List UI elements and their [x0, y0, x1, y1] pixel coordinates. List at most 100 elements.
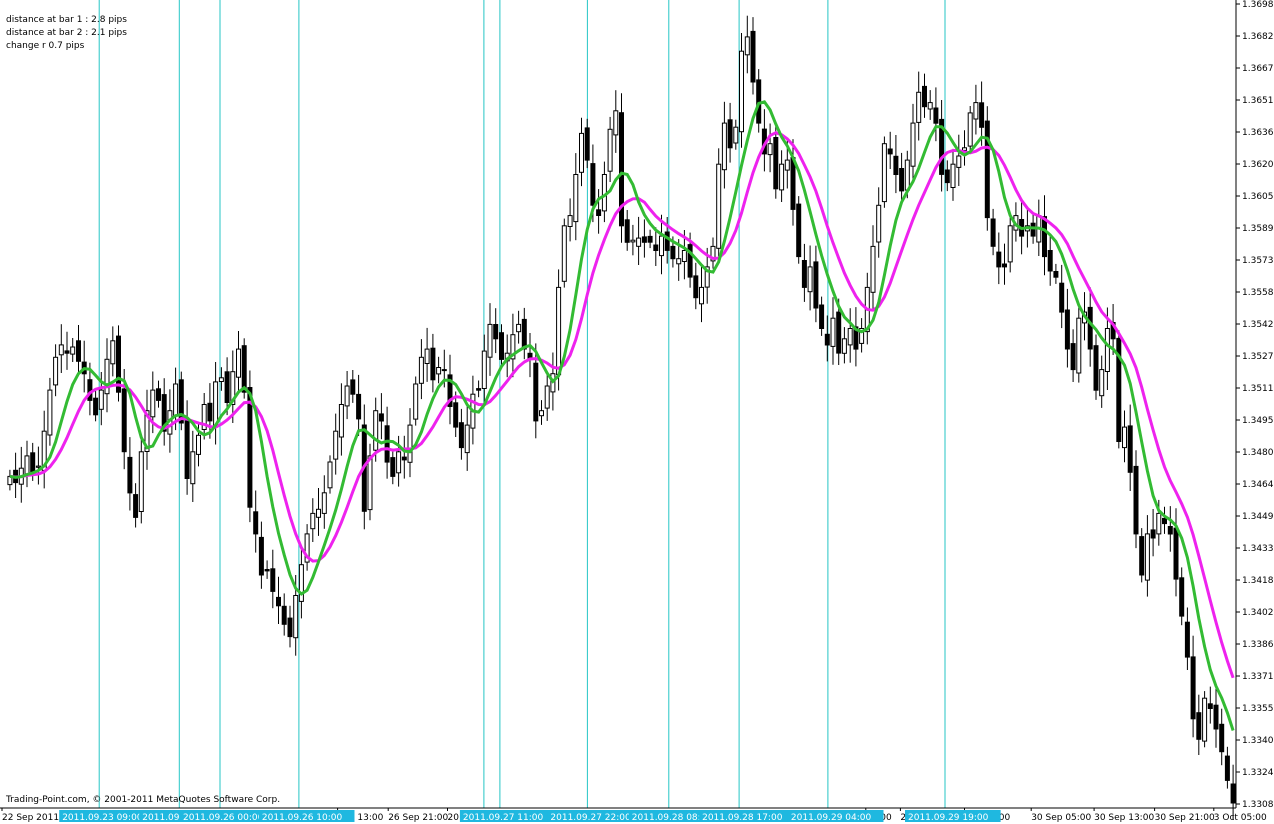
price-tick-label: 1.34020 [1242, 608, 1274, 618]
bull-candle-body [710, 245, 716, 262]
candle [144, 389, 150, 470]
price-tick-label: 1.36205 [1242, 160, 1274, 170]
candle [1093, 334, 1099, 400]
candle [819, 296, 825, 336]
bull-candle-body [784, 159, 790, 171]
bear-candle-body [1150, 529, 1156, 539]
candle [939, 100, 945, 192]
candle [436, 356, 442, 384]
price-tick-label: 1.33710 [1242, 672, 1274, 682]
bear-candle-body [801, 260, 807, 288]
price-axis: 1.36980 1.36825 1.36670 1.36515 1.36360 1.362… [1236, 0, 1274, 810]
bull-candle-body [579, 132, 584, 173]
candle [47, 377, 53, 446]
bull-candle-body [436, 367, 442, 375]
bull-candle-body [1007, 225, 1013, 263]
bull-candle-body [138, 451, 144, 512]
bull-candle-body [173, 383, 179, 417]
vertical-line-label: 2011.09. [142, 813, 182, 823]
candle [401, 435, 407, 479]
bull-candle-body [561, 225, 567, 282]
bear-candle-body [133, 494, 139, 518]
bear-candle-body [773, 137, 779, 190]
bull-candle-body [973, 102, 979, 120]
bear-candle-body [378, 413, 384, 422]
bull-candle-body [910, 122, 916, 167]
bull-candle-body [338, 404, 344, 438]
bull-candle-body [327, 461, 333, 489]
bear-candle-body [1127, 425, 1133, 473]
bull-candle-body [1099, 369, 1105, 397]
time-tick-label: 26 Sep 21:00 [388, 813, 448, 823]
bear-candle-body [1087, 306, 1093, 350]
candle [624, 210, 630, 251]
bear-candle-body [1190, 656, 1196, 720]
candle [944, 160, 950, 192]
bear-candle-body [521, 318, 527, 350]
candle [487, 303, 493, 376]
candle [916, 71, 922, 141]
bull-candle-body [35, 465, 41, 468]
bull-candle-body [539, 410, 544, 417]
bull-candle-body [950, 163, 956, 188]
candle [659, 214, 664, 275]
candle [573, 153, 579, 241]
candle [224, 357, 230, 416]
bear-candle-body [944, 169, 950, 184]
candle [990, 208, 996, 256]
bear-candle-body [1002, 263, 1007, 268]
candle [1230, 764, 1236, 820]
candle [156, 380, 161, 408]
candle [350, 370, 356, 403]
bear-candle-body [693, 275, 699, 299]
candle [636, 216, 642, 265]
candle [979, 81, 985, 146]
copyright-text: Trading-Point.com, © 2001-2011 MetaQuote… [5, 795, 280, 805]
bear-candle-body [641, 236, 647, 243]
bear-candle-body [178, 379, 184, 424]
bull-candle-body [424, 348, 430, 365]
candle [310, 498, 316, 542]
candle [950, 148, 956, 201]
bull-candle-body [904, 159, 910, 191]
bull-candle-body [441, 369, 447, 372]
price-tick-label: 1.36360 [1242, 128, 1274, 138]
candle [647, 229, 653, 249]
price-tick-label: 1.35115 [1242, 384, 1274, 394]
candle [1207, 686, 1213, 724]
bear-candle-body [447, 374, 453, 407]
bull-candle-body [544, 385, 550, 409]
bear-candle-body [887, 148, 893, 155]
bull-candle-body [293, 595, 299, 639]
bull-candle-body [779, 163, 785, 191]
candle [321, 475, 327, 529]
bear-candle-body [156, 388, 161, 401]
price-tick-label: 1.34490 [1242, 512, 1274, 522]
bull-candle-body [218, 377, 224, 382]
bear-candle-body [270, 568, 276, 592]
bear-candle-body [1093, 345, 1099, 391]
bull-candle-body [716, 163, 722, 249]
candle [1150, 509, 1156, 557]
bull-candle-body [70, 346, 76, 355]
bear-candle-body [350, 379, 356, 395]
candle [744, 15, 750, 74]
candle [1087, 287, 1093, 367]
bull-candle-body [396, 451, 402, 474]
candle [1116, 330, 1122, 449]
bear-candle-body [990, 218, 996, 247]
candle [493, 308, 499, 354]
candle [801, 243, 807, 302]
candle [933, 87, 939, 142]
bull-candle-body [607, 128, 613, 172]
bear-candle-body [1207, 703, 1213, 709]
bear-candle-body [127, 456, 133, 494]
bull-candle-body [487, 323, 493, 358]
bear-candle-body [499, 332, 504, 360]
bear-candle-body [1162, 517, 1167, 525]
bear-candle-body [624, 219, 630, 243]
candle [1224, 746, 1230, 789]
candle [430, 333, 436, 393]
bull-candle-body [53, 356, 59, 386]
